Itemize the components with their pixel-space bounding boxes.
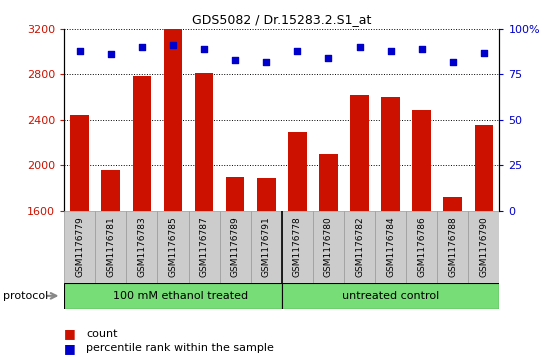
Point (355, 44, 364, 50)
Point (169, 42, 177, 48)
Text: count: count (86, 329, 118, 339)
Bar (282, 211, 313, 283)
Text: protocol: protocol (3, 291, 48, 301)
Bar (406, 211, 437, 283)
Bar (163, 28, 182, 211)
Point (324, 55, 333, 61)
Bar (350, 95, 369, 211)
Point (448, 59, 457, 65)
Text: ■: ■ (64, 342, 76, 355)
Bar (444, 197, 462, 211)
Bar (251, 211, 282, 283)
Point (137, 44, 146, 50)
Point (200, 46, 209, 52)
Bar (319, 154, 338, 211)
Point (293, 48, 302, 54)
Point (417, 46, 426, 52)
Bar (468, 211, 499, 283)
Point (107, 52, 116, 57)
Text: GSM1176787: GSM1176787 (200, 216, 209, 277)
Point (386, 48, 395, 54)
Title: GDS5082 / Dr.15283.2.S1_at: GDS5082 / Dr.15283.2.S1_at (192, 13, 372, 26)
Text: ■: ■ (64, 327, 76, 340)
Bar (64, 211, 95, 283)
Bar (126, 211, 157, 283)
Bar (474, 126, 493, 211)
Point (479, 50, 488, 56)
Bar (257, 178, 276, 211)
Bar (282, 283, 499, 309)
Bar (412, 110, 431, 211)
Bar (64, 283, 282, 309)
Text: percentile rank within the sample: percentile rank within the sample (86, 343, 275, 354)
Text: GSM1176785: GSM1176785 (169, 216, 177, 277)
Bar (70, 115, 89, 211)
Bar (381, 97, 400, 211)
Bar (189, 211, 220, 283)
Text: GSM1176779: GSM1176779 (75, 216, 84, 277)
Text: GSM1176789: GSM1176789 (230, 216, 239, 277)
Bar (375, 211, 406, 283)
Bar (226, 176, 244, 211)
Bar (437, 211, 468, 283)
Bar (344, 211, 375, 283)
Text: 100 mM ethanol treated: 100 mM ethanol treated (113, 291, 248, 301)
Text: GSM1176782: GSM1176782 (355, 216, 364, 277)
Text: untreated control: untreated control (342, 291, 439, 301)
Text: GSM1176791: GSM1176791 (262, 216, 271, 277)
Bar (220, 211, 251, 283)
Point (75, 48, 84, 54)
Text: GSM1176781: GSM1176781 (107, 216, 116, 277)
Text: GSM1176784: GSM1176784 (386, 216, 395, 277)
Bar (95, 211, 126, 283)
Bar (195, 73, 213, 211)
Point (230, 57, 239, 63)
Text: GSM1176780: GSM1176780 (324, 216, 333, 277)
Text: GSM1176790: GSM1176790 (479, 216, 488, 277)
Bar (102, 170, 120, 211)
Point (262, 59, 271, 65)
Bar (313, 211, 344, 283)
Bar (157, 211, 189, 283)
Text: GSM1176783: GSM1176783 (137, 216, 146, 277)
Text: GSM1176788: GSM1176788 (448, 216, 457, 277)
Bar (133, 76, 151, 211)
Text: GSM1176786: GSM1176786 (417, 216, 426, 277)
Text: GSM1176778: GSM1176778 (293, 216, 302, 277)
Bar (288, 132, 307, 211)
